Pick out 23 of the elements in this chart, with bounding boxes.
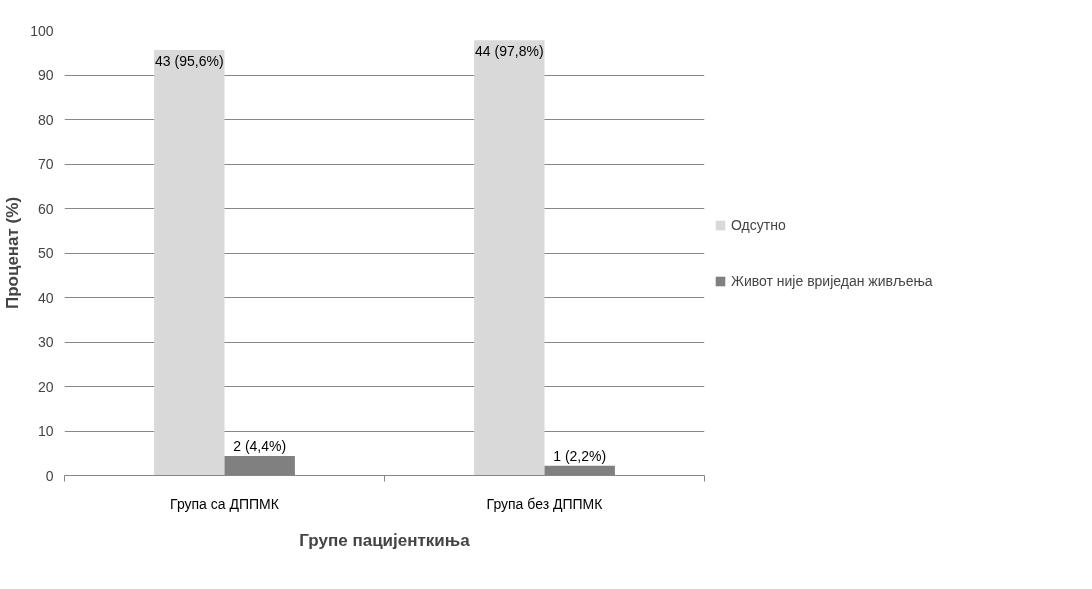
legend-label: Живот није вриједан живљења xyxy=(731,272,933,289)
legend-label: Одсутно xyxy=(731,216,786,233)
data-label: 1 (2,2%) xyxy=(553,447,607,464)
y-tick-label: 70 xyxy=(37,156,54,172)
y-tick-label: 40 xyxy=(37,289,54,306)
x-axis-title: Групе пацијенткиња xyxy=(299,530,471,550)
y-tick-label: 100 xyxy=(30,22,54,39)
x-tick-label: Група са ДППМК xyxy=(170,495,280,512)
y-tick-label: 0 xyxy=(45,467,54,484)
data-label: 43 (95,6%) xyxy=(155,53,224,70)
y-tick-label: 10 xyxy=(37,423,54,439)
y-tick-label: 80 xyxy=(37,111,54,128)
x-tick-label: Група без ДППМК xyxy=(486,495,604,512)
y-tick-label: 50 xyxy=(37,245,54,261)
y-tick-label: 30 xyxy=(37,334,54,350)
y-tick-label: 90 xyxy=(37,67,54,83)
bar xyxy=(154,50,225,476)
y-tick-label: 60 xyxy=(37,200,54,217)
bar xyxy=(474,40,545,476)
y-axis-title: Проценат (%) xyxy=(3,196,23,310)
y-tick-label: 20 xyxy=(37,378,54,395)
data-label: 2 (4,4%) xyxy=(233,437,287,454)
data-label: 44 (97,8%) xyxy=(475,43,544,60)
